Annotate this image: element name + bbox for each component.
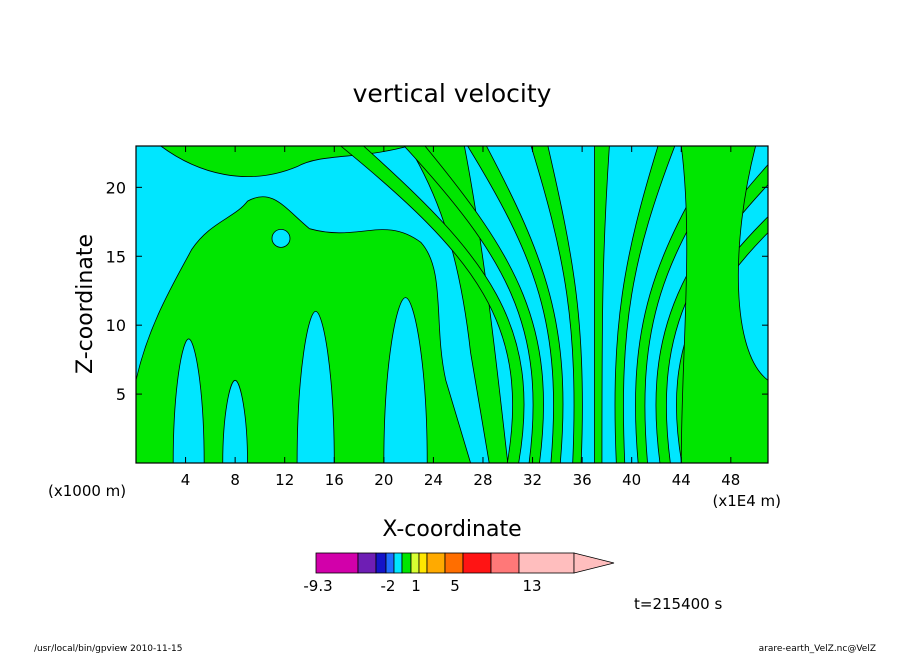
- positive-region: [467, 146, 564, 463]
- x-tick-label: 24: [424, 471, 443, 489]
- x-tick-label: 20: [374, 471, 393, 489]
- colorbar-label: -9.3: [303, 577, 332, 595]
- positive-region: [160, 146, 409, 177]
- x-tick-label: 8: [230, 471, 240, 489]
- positive-region: [594, 146, 610, 463]
- x-unit-left: (x1000 m): [48, 482, 126, 500]
- y-tick-label: 10: [106, 316, 126, 335]
- x-tick-label: 16: [325, 471, 344, 489]
- x-tick-label: 12: [275, 471, 294, 489]
- x-axis-label: X-coordinate: [382, 517, 521, 542]
- y-tick-label: 5: [116, 385, 126, 404]
- footer-left: /usr/local/bin/gpview 2010-11-15: [34, 644, 182, 654]
- colorbar-segment: [385, 552, 395, 574]
- negative-region: [172, 338, 205, 463]
- colorbar-segment: [357, 552, 377, 574]
- colorbar-extend-arrow: [573, 552, 615, 574]
- colorbar-segment: [401, 552, 412, 574]
- colorbar-segment: [410, 552, 420, 574]
- colorbar-label: 13: [522, 577, 541, 595]
- colorbar-label: 1: [411, 577, 421, 595]
- x-tick-label: 28: [473, 471, 492, 489]
- y-axis-label: Z-coordinate: [73, 234, 98, 374]
- positive-region: [340, 146, 525, 463]
- colorbar-segment: [462, 552, 492, 574]
- footer-right: arare-earth_VelZ.nc@VelZ: [759, 644, 876, 654]
- colorbar-segment: [444, 552, 464, 574]
- x-tick-label: 40: [622, 471, 641, 489]
- plot-frame: [135, 145, 769, 464]
- negative-cell: [271, 228, 291, 248]
- negative-region: [222, 379, 248, 463]
- x-tick-label: 4: [181, 471, 191, 489]
- x-tick-label: 44: [672, 471, 691, 489]
- contour-field: [136, 146, 768, 463]
- colorbar-segment: [315, 552, 359, 574]
- x-tick-label: 36: [573, 471, 592, 489]
- chart-title: vertical velocity: [353, 79, 552, 108]
- colorbar-label: -2: [381, 577, 396, 595]
- positive-region: [680, 146, 768, 463]
- colorbar-segment: [426, 552, 446, 574]
- colorbar-segment: [518, 552, 575, 574]
- colorbar-segment: [418, 552, 428, 574]
- x-tick-label: 48: [721, 471, 740, 489]
- colorbar-label: 5: [450, 577, 460, 595]
- colorbar-labels: -9.3 -2 1 5 13: [303, 577, 541, 595]
- x-axis: 4 8 12 16 20 24 28 32 36 40 44 48: [181, 146, 740, 489]
- y-tick-label: 20: [106, 178, 126, 197]
- negative-region: [296, 310, 335, 463]
- negative-region: [383, 297, 428, 463]
- y-axis: 5 10 15 20: [106, 178, 768, 404]
- x-tick-label: 32: [523, 471, 542, 489]
- colorbar-segment: [375, 552, 387, 574]
- colorbar: [315, 552, 615, 574]
- x-unit-right: (x1E4 m): [712, 492, 781, 510]
- positive-region: [530, 146, 583, 463]
- y-tick-label: 15: [106, 247, 126, 266]
- colorbar-segment: [490, 552, 520, 574]
- positive-region: [403, 146, 544, 463]
- colorbar-segment: [393, 552, 403, 574]
- time-label: t=215400 s: [634, 595, 722, 613]
